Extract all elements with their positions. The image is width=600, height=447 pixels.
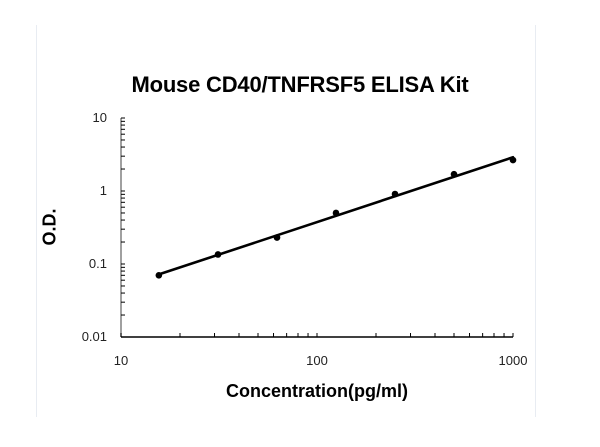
axes (120, 117, 514, 338)
y-tick-label: 0.01 (82, 329, 107, 344)
x-axis-label: Concentration(pg/ml) (226, 381, 408, 401)
data-point (273, 234, 281, 241)
data-points (155, 156, 517, 279)
y-tick-label: 1 (100, 183, 107, 198)
chart-frame (36, 25, 536, 417)
y-tick-label: 10 (93, 110, 107, 125)
tick-labels: 0.01 0.1 1 10 10 100 1000 (82, 110, 528, 368)
x-tick-label: 100 (306, 353, 328, 368)
data-point (332, 209, 340, 217)
data-point (450, 170, 458, 178)
data-point (391, 190, 399, 198)
data-point (214, 251, 222, 258)
data-point (155, 272, 163, 279)
data-point (509, 156, 517, 164)
y-tick-label: 0.1 (89, 256, 107, 271)
chart-title: Mouse CD40/TNFRSF5 ELISA Kit (131, 72, 469, 97)
x-tick-label: 10 (114, 353, 128, 368)
x-tick-label: 1000 (499, 353, 528, 368)
